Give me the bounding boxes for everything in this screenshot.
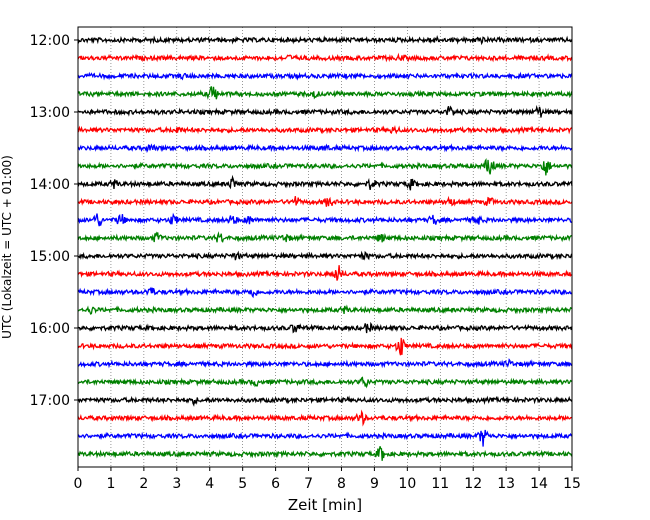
seismic-trace-1545 xyxy=(77,304,573,315)
x-tick-label: 9 xyxy=(370,476,379,492)
seismic-trace-1615 xyxy=(77,337,573,356)
seismic-trace-1700 xyxy=(77,395,573,407)
seismic-trace-1500 xyxy=(77,250,573,261)
x-tick-label: 3 xyxy=(172,476,181,492)
x-tick-label: 5 xyxy=(238,476,247,492)
seismic-trace-1630 xyxy=(77,358,573,369)
plot-background xyxy=(78,27,572,467)
x-axis-ticks: 0 1 2 3 4 5 6 7 8 9 10 11 12 13 14 15 xyxy=(74,467,581,492)
x-tick-label: 15 xyxy=(563,476,581,492)
seismic-trace-1345 xyxy=(77,157,573,176)
seismic-trace-1530 xyxy=(77,286,573,299)
seismic-trace-1200 xyxy=(77,34,573,46)
x-axis-label: Zeit [min] xyxy=(288,496,362,514)
plot-frame xyxy=(77,26,573,468)
seismic-trace-1245 xyxy=(77,86,573,100)
seismic-trace-1315 xyxy=(77,124,573,135)
y-tick-label: 17:00 xyxy=(30,393,70,409)
x-tick-label: 11 xyxy=(431,476,449,492)
seismic-trace-1730 xyxy=(77,429,573,447)
seismic-trace-1330 xyxy=(77,143,573,154)
seismic-trace-1400 xyxy=(77,174,573,191)
seismic-trace-1745 xyxy=(77,446,573,461)
x-tick-label: 1 xyxy=(106,476,115,492)
seismic-trace-1215 xyxy=(77,52,573,63)
y-tick-label: 16:00 xyxy=(30,321,70,337)
seismic-trace-1300 xyxy=(77,104,573,118)
x-tick-label: 7 xyxy=(304,476,313,492)
x-tick-label: 6 xyxy=(271,476,280,492)
y-axis-ticks: 12:00 13:00 14:00 15:00 16:00 17:00 xyxy=(30,33,78,409)
seismic-trace-1445 xyxy=(77,231,573,243)
seismic-trace-1415 xyxy=(77,195,573,207)
y-tick-label: 13:00 xyxy=(30,105,70,121)
y-tick-label: 12:00 xyxy=(30,33,70,49)
x-tick-label: 13 xyxy=(497,476,515,492)
x-tick-label: 4 xyxy=(205,476,214,492)
trace-group xyxy=(77,34,573,461)
x-tick-label: 0 xyxy=(74,476,83,492)
x-tick-label: 2 xyxy=(139,476,148,492)
seismic-trace-1715 xyxy=(77,409,573,427)
seismic-trace-1515 xyxy=(77,265,573,281)
seismic-trace-1600 xyxy=(77,321,573,334)
seismic-trace-1230 xyxy=(77,71,573,81)
seismic-trace-1430 xyxy=(77,212,573,227)
x-tick-label: 14 xyxy=(530,476,548,492)
y-tick-label: 15:00 xyxy=(30,249,70,265)
seismic-trace-1645 xyxy=(77,376,573,389)
grid-lines xyxy=(110,27,540,467)
x-tick-label: 10 xyxy=(398,476,416,492)
y-axis-label: UTC (Lokalzeit = UTC + 01:00) xyxy=(0,155,14,339)
y-tick-label: 14:00 xyxy=(30,177,70,193)
x-tick-label: 12 xyxy=(464,476,482,492)
x-tick-label: 8 xyxy=(337,476,346,492)
